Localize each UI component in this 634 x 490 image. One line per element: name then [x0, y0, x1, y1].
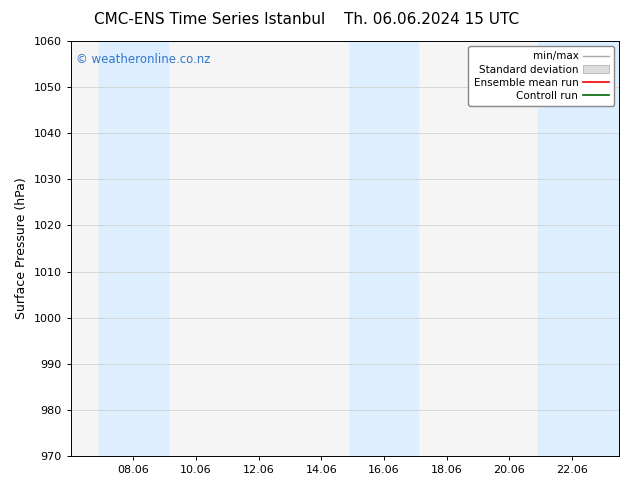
Text: © weatheronline.co.nz: © weatheronline.co.nz — [76, 53, 210, 67]
Y-axis label: Surface Pressure (hPa): Surface Pressure (hPa) — [15, 178, 28, 319]
Text: Th. 06.06.2024 15 UTC: Th. 06.06.2024 15 UTC — [344, 12, 519, 27]
Bar — [538, 41, 619, 456]
Bar — [349, 41, 418, 456]
Legend: min/max, Standard deviation, Ensemble mean run, Controll run: min/max, Standard deviation, Ensemble me… — [469, 46, 614, 106]
Text: CMC-ENS Time Series Istanbul: CMC-ENS Time Series Istanbul — [94, 12, 325, 27]
Bar — [99, 41, 168, 456]
